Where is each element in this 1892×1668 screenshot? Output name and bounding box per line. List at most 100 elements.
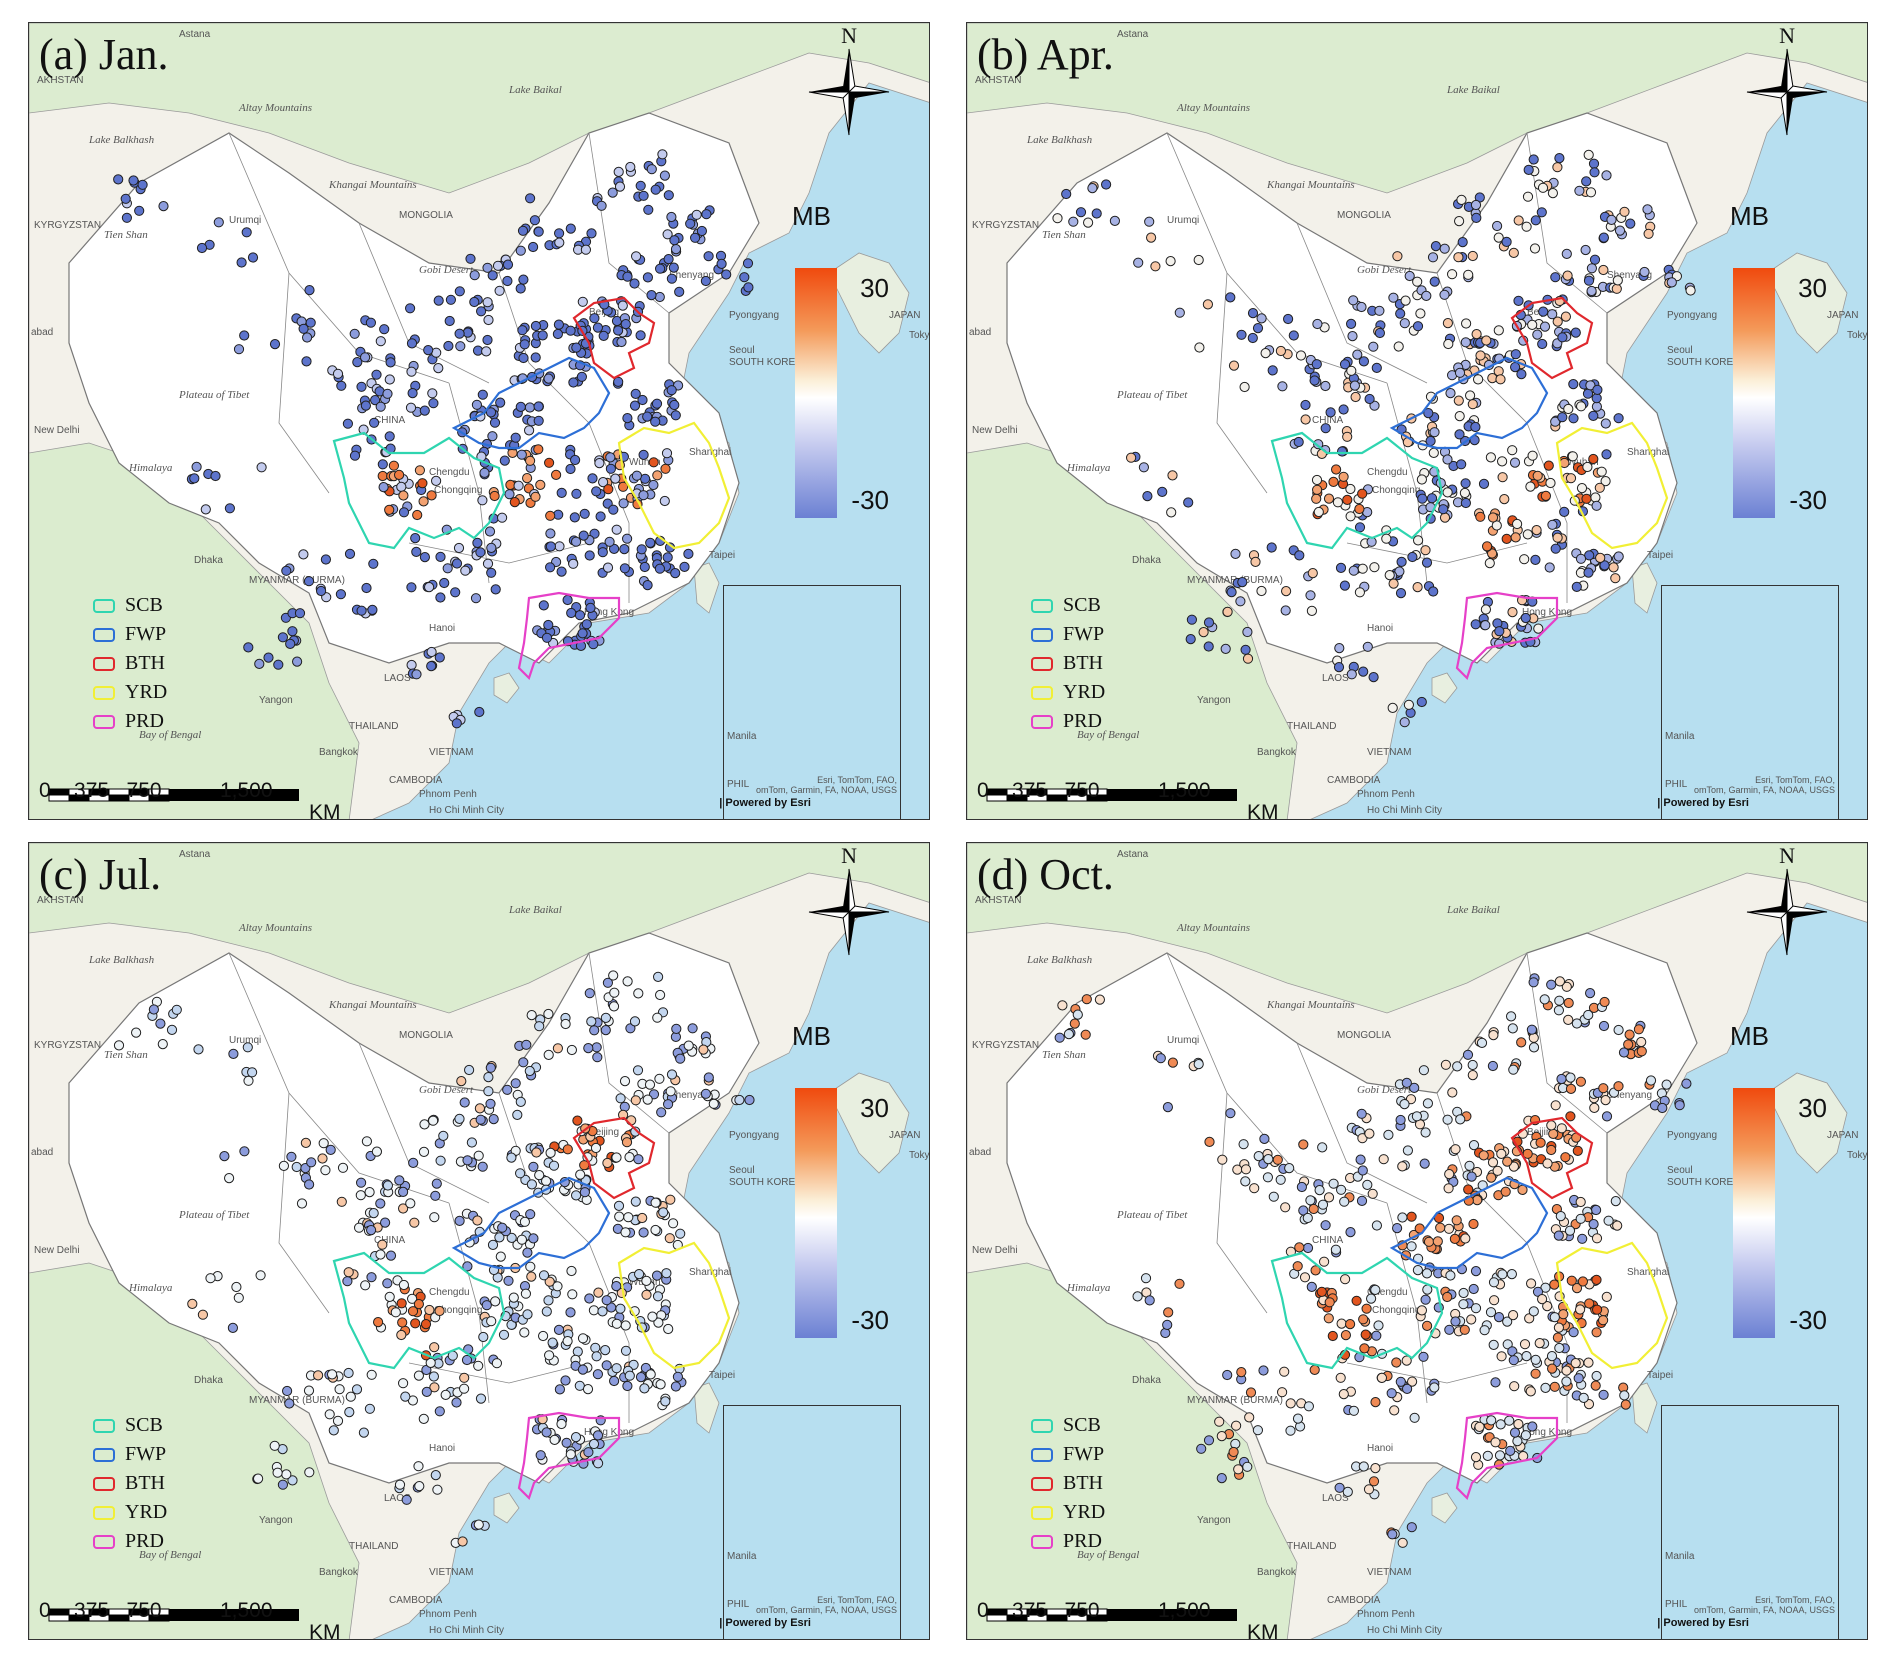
station-marker bbox=[457, 1536, 468, 1547]
station-marker bbox=[1439, 243, 1450, 254]
station-marker bbox=[1528, 1306, 1539, 1317]
station-marker bbox=[384, 1291, 395, 1302]
station-marker bbox=[543, 619, 554, 631]
station-marker bbox=[466, 1137, 477, 1148]
region-legend: SCB FWP BTH YRD PRD bbox=[93, 591, 167, 736]
station-marker bbox=[1281, 586, 1292, 597]
station-marker bbox=[1564, 1225, 1576, 1236]
station-marker bbox=[494, 285, 505, 296]
station-marker bbox=[1389, 1405, 1400, 1416]
legend-swatch bbox=[1031, 598, 1053, 613]
station-marker bbox=[663, 1099, 674, 1110]
place-label: Chengdu bbox=[429, 1287, 470, 1298]
station-marker bbox=[121, 212, 133, 223]
station-marker bbox=[396, 1298, 407, 1309]
station-marker bbox=[1588, 1219, 1599, 1230]
place-label: New Delhi bbox=[34, 425, 80, 436]
station-marker bbox=[1367, 1188, 1378, 1199]
station-marker bbox=[128, 175, 139, 186]
station-marker bbox=[428, 398, 439, 409]
station-marker bbox=[1612, 1220, 1623, 1231]
station-marker bbox=[1198, 627, 1209, 638]
station-marker bbox=[375, 1249, 386, 1260]
station-marker bbox=[1571, 581, 1582, 593]
station-marker bbox=[224, 1173, 235, 1184]
station-marker bbox=[1403, 699, 1414, 710]
province-boundary bbox=[588, 1242, 630, 1423]
station-marker bbox=[588, 639, 599, 650]
station-marker bbox=[1275, 345, 1286, 357]
station-marker bbox=[668, 262, 679, 273]
station-marker bbox=[298, 549, 309, 560]
station-marker bbox=[227, 1322, 238, 1333]
station-marker bbox=[495, 397, 506, 408]
station-marker bbox=[617, 300, 628, 311]
station-marker bbox=[1421, 557, 1433, 568]
station-marker bbox=[1534, 1338, 1545, 1349]
place-label: Dhaka bbox=[1132, 1375, 1161, 1386]
station-marker bbox=[569, 512, 580, 523]
station-marker bbox=[608, 1001, 620, 1012]
station-marker bbox=[1590, 1380, 1601, 1391]
powered-by-esri: | Powered by Esri bbox=[719, 1617, 811, 1629]
station-marker bbox=[304, 285, 315, 296]
place-label: Shenyang bbox=[669, 270, 714, 281]
station-marker bbox=[537, 330, 548, 341]
station-marker bbox=[434, 1406, 445, 1417]
station-marker bbox=[1598, 1020, 1610, 1032]
place-label: abad bbox=[969, 327, 991, 338]
station-marker bbox=[1565, 473, 1577, 484]
station-marker bbox=[1346, 365, 1357, 376]
station-marker bbox=[1661, 1079, 1672, 1090]
station-marker bbox=[1470, 1303, 1482, 1314]
station-marker bbox=[1445, 388, 1456, 399]
station-marker bbox=[565, 1449, 576, 1460]
station-marker bbox=[454, 1215, 465, 1226]
station-marker bbox=[1358, 356, 1369, 367]
station-marker bbox=[624, 1152, 635, 1163]
station-marker bbox=[1401, 1355, 1412, 1366]
station-marker bbox=[488, 1114, 499, 1125]
south-china-sea-inset bbox=[1661, 585, 1839, 819]
station-marker bbox=[477, 389, 488, 400]
station-marker bbox=[378, 482, 389, 493]
station-marker bbox=[1101, 179, 1112, 190]
place-label: VIETNAM bbox=[1367, 747, 1411, 758]
station-marker bbox=[591, 1042, 602, 1053]
station-marker bbox=[566, 607, 577, 619]
station-marker bbox=[1547, 309, 1558, 320]
place-label: AKHSTAN bbox=[37, 75, 84, 86]
station-marker bbox=[690, 232, 701, 243]
station-marker bbox=[1549, 1312, 1560, 1323]
place-label: THAILAND bbox=[1287, 1541, 1336, 1552]
station-marker bbox=[1420, 1294, 1431, 1305]
station-marker bbox=[1252, 1425, 1263, 1436]
station-marker bbox=[414, 465, 425, 476]
station-marker bbox=[603, 484, 614, 495]
station-marker bbox=[1537, 338, 1548, 350]
station-marker bbox=[1565, 1083, 1577, 1094]
station-marker bbox=[1537, 1294, 1548, 1305]
station-marker bbox=[1457, 237, 1468, 248]
station-marker bbox=[1345, 511, 1356, 522]
station-marker bbox=[1317, 1199, 1329, 1210]
station-marker bbox=[1451, 1215, 1462, 1226]
station-marker bbox=[1586, 263, 1598, 274]
station-marker bbox=[398, 1203, 409, 1214]
station-marker bbox=[1459, 1324, 1470, 1335]
legend-swatch bbox=[1031, 1505, 1053, 1520]
station-marker bbox=[568, 377, 579, 388]
station-marker bbox=[508, 1292, 519, 1303]
colorbar-max-label: 30 bbox=[860, 1093, 889, 1123]
place-label: New Delhi bbox=[34, 1245, 80, 1256]
station-marker bbox=[1328, 1178, 1339, 1189]
station-marker bbox=[1256, 585, 1267, 597]
station-marker bbox=[619, 1076, 631, 1087]
station-marker bbox=[625, 161, 636, 173]
station-marker bbox=[1361, 1303, 1372, 1314]
station-marker bbox=[648, 479, 659, 491]
station-marker bbox=[1589, 254, 1601, 265]
station-marker bbox=[566, 1265, 577, 1277]
scale-bar bbox=[986, 788, 1237, 802]
station-marker bbox=[1420, 545, 1431, 556]
